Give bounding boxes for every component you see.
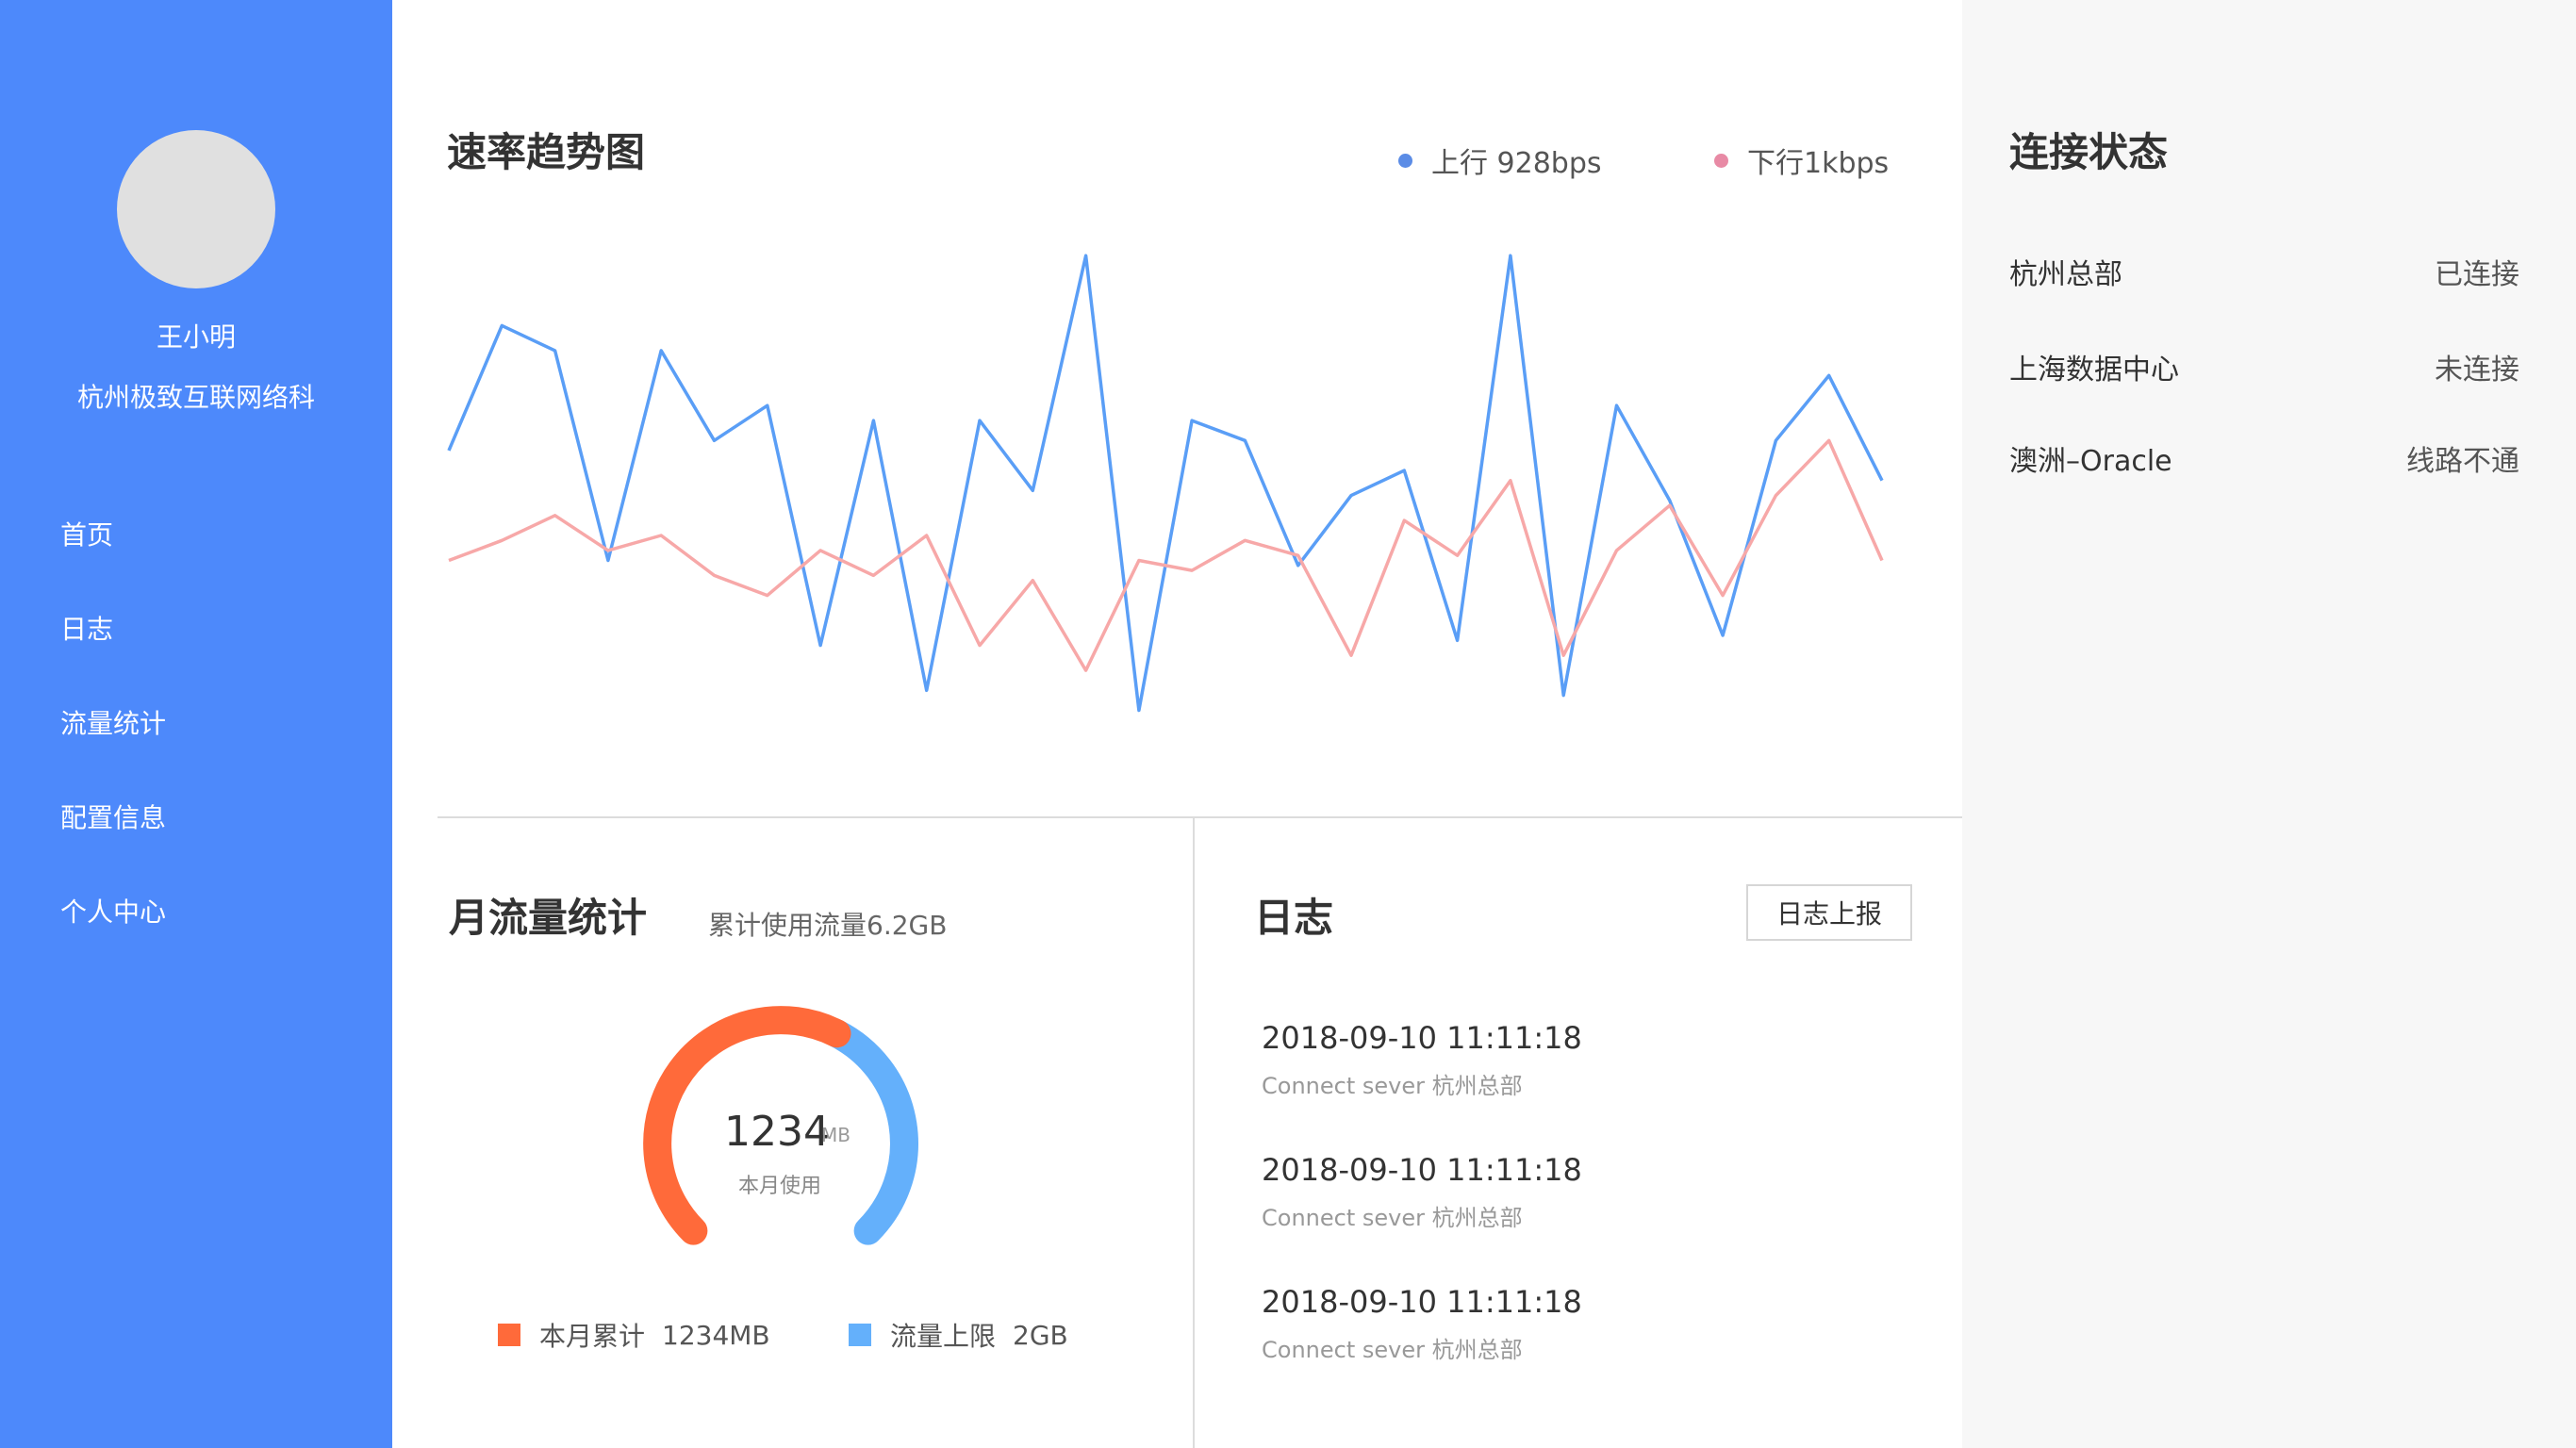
connection-name: 澳洲–Oracle [2009,445,2172,478]
sidebar: 王小明 杭州极致互联网络科 首页 日志 流量统计 配置信息 个人中心 [0,0,392,1448]
log-entry: 2018-09-10 11:11:18 Connect sever 杭州总部 [1262,1152,1582,1284]
connection-status: 未连接 [2435,354,2519,387]
vertical-divider [1193,818,1195,1448]
sidebar-nav: 首页 日志 流量统计 配置信息 个人中心 [60,509,166,980]
connection-row[interactable]: 上海数据中心 未连接 [2009,346,2519,387]
connection-name: 上海数据中心 [2009,354,2179,387]
connection-row[interactable]: 杭州总部 已连接 [2009,251,2519,292]
main-content: 速率趋势图 上行 928bps 下行1kbps 月流量统计 累计使用流量6.2G… [392,0,1962,1448]
horizontal-divider [438,816,1962,818]
legend-monthly-used: 本月累计 1234MB [498,1316,770,1354]
legend-download: 下行1kbps [1714,140,1889,181]
log-entry-message: Connect sever 杭州总部 [1262,1205,1523,1231]
log-entry-time: 2018-09-10 11:11:18 [1262,1284,1582,1320]
rate-chart-title: 速率趋势图 [447,129,646,175]
log-title: 日志 [1254,895,1334,941]
connection-title: 连接状态 [2009,129,2169,175]
connection-status: 已连接 [2435,258,2519,291]
gauge-used-arc [643,1006,851,1245]
legend-limit-value: 2GB [1013,1319,1068,1351]
sidebar-item-traffic-stats[interactable]: 流量统计 [60,708,167,739]
sidebar-item-log[interactable]: 日志 [60,614,114,645]
legend-download-label: 下行1kbps [1747,147,1890,180]
download-series-line [448,438,1884,672]
log-entry-message: Connect sever 杭州总部 [1262,1073,1523,1099]
sidebar-item-config[interactable]: 配置信息 [60,802,167,833]
log-report-button[interactable]: 日志上报 [1746,884,1912,941]
connection-panel: 连接状态 杭州总部 已连接 上海数据中心 未连接 澳洲–Oracle 线路不通 [1962,0,2576,1448]
cumulative-usage: 累计使用流量6.2GB [708,910,948,941]
monthly-stats-title: 月流量统计 [449,895,648,941]
legend-limit-label: 流量上限 [890,1321,997,1352]
legend-upload: 上行 928bps [1398,140,1602,181]
legend-limit-swatch [849,1324,871,1346]
gauge-limit-arc [822,1019,918,1245]
avatar[interactable] [117,130,275,288]
legend-upload-label: 上行 928bps [1431,147,1602,180]
connection-name: 杭州总部 [2009,258,2122,291]
rate-chart [447,254,1884,713]
user-organization: 杭州极致互联网络科 [76,382,315,413]
legend-traffic-limit: 流量上限 2GB [849,1316,1068,1354]
sidebar-item-home[interactable]: 首页 [60,519,114,551]
legend-used-label: 本月累计 [539,1321,646,1352]
log-entry-message: Connect sever 杭州总部 [1262,1337,1523,1363]
sidebar-item-profile[interactable]: 个人中心 [60,897,167,928]
legend-used-value: 1234MB [662,1319,770,1351]
usage-gauge [643,1006,918,1245]
legend-used-swatch [498,1324,520,1346]
log-entry-time: 2018-09-10 11:11:18 [1262,1152,1582,1188]
log-list: 2018-09-10 11:11:18 Connect sever 杭州总部 2… [1262,1020,1582,1416]
gauge-unit: MB [821,1124,850,1146]
connection-row[interactable]: 澳洲–Oracle 线路不通 [2009,437,2519,479]
log-entry-time: 2018-09-10 11:11:18 [1262,1020,1582,1056]
legend-upload-dot [1398,153,1412,168]
user-name: 王小明 [156,321,236,353]
log-entry: 2018-09-10 11:11:18 Connect sever 杭州总部 [1262,1020,1582,1152]
gauge-caption: 本月使用 [738,1175,822,1198]
connection-status: 线路不通 [2406,445,2519,478]
legend-download-dot [1714,153,1728,168]
log-entry: 2018-09-10 11:11:18 Connect sever 杭州总部 [1262,1284,1582,1416]
gauge-value: 1234 [724,1108,830,1156]
